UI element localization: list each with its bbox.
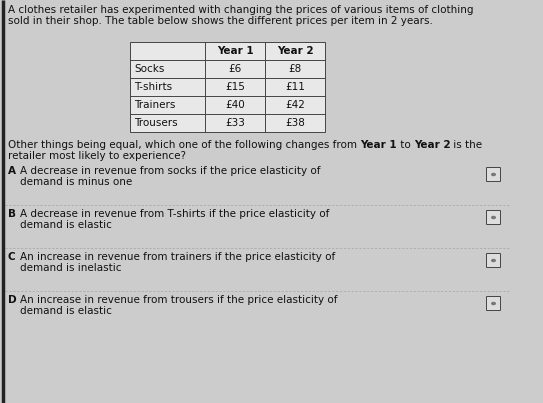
Text: demand is inelastic: demand is inelastic <box>20 263 122 273</box>
Text: Year 2: Year 2 <box>414 140 451 150</box>
Text: £6: £6 <box>229 64 242 74</box>
Ellipse shape <box>491 216 496 219</box>
Text: A decrease in revenue from socks if the price elasticity of: A decrease in revenue from socks if the … <box>20 166 320 176</box>
Text: A decrease in revenue from T-shirts if the price elasticity of: A decrease in revenue from T-shirts if t… <box>20 209 330 219</box>
Text: retailer most likely to experience?: retailer most likely to experience? <box>8 151 186 161</box>
Ellipse shape <box>491 173 496 176</box>
Ellipse shape <box>491 259 496 262</box>
Text: Socks: Socks <box>134 64 165 74</box>
Bar <box>130 42 325 132</box>
Text: is the: is the <box>451 140 483 150</box>
Text: £40: £40 <box>225 100 245 110</box>
Text: £42: £42 <box>285 100 305 110</box>
Text: demand is elastic: demand is elastic <box>20 306 112 316</box>
FancyBboxPatch shape <box>487 297 501 310</box>
Text: Trousers: Trousers <box>134 118 178 128</box>
Text: Year 1: Year 1 <box>217 46 254 56</box>
Text: £8: £8 <box>288 64 301 74</box>
Text: £15: £15 <box>225 82 245 92</box>
Text: Year 1: Year 1 <box>360 140 397 150</box>
Text: T-shirts: T-shirts <box>134 82 172 92</box>
FancyBboxPatch shape <box>487 168 501 181</box>
Text: £11: £11 <box>285 82 305 92</box>
Text: An increase in revenue from trousers if the price elasticity of: An increase in revenue from trousers if … <box>20 295 338 305</box>
Text: B: B <box>8 209 16 219</box>
FancyBboxPatch shape <box>487 210 501 224</box>
Text: Trainers: Trainers <box>134 100 175 110</box>
Text: sold in their shop. The table below shows the different prices per item in 2 yea: sold in their shop. The table below show… <box>8 16 433 26</box>
Text: demand is minus one: demand is minus one <box>20 177 132 187</box>
Text: C: C <box>8 252 16 262</box>
Text: demand is elastic: demand is elastic <box>20 220 112 230</box>
Text: Other things being equal, which one of the following changes from: Other things being equal, which one of t… <box>8 140 360 150</box>
Ellipse shape <box>491 302 496 305</box>
Text: Year 2: Year 2 <box>277 46 313 56</box>
Text: £33: £33 <box>225 118 245 128</box>
Text: A clothes retailer has experimented with changing the prices of various items of: A clothes retailer has experimented with… <box>8 5 473 15</box>
Text: £38: £38 <box>285 118 305 128</box>
FancyBboxPatch shape <box>487 253 501 268</box>
Text: to: to <box>397 140 414 150</box>
Text: D: D <box>8 295 17 305</box>
Text: An increase in revenue from trainers if the price elasticity of: An increase in revenue from trainers if … <box>20 252 335 262</box>
Text: A: A <box>8 166 16 176</box>
